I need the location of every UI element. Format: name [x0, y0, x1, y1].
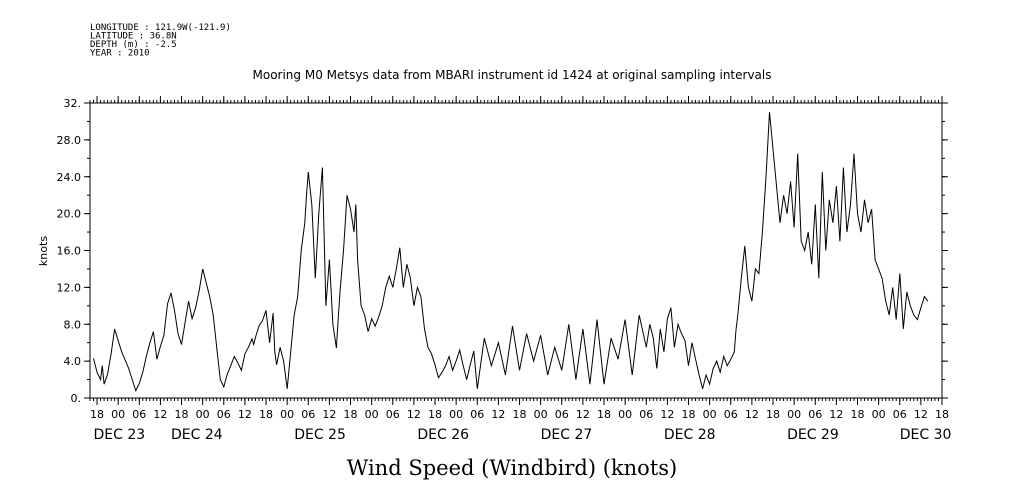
- x-axis-label: Wind Speed (Windbird) (knots): [347, 456, 677, 480]
- x-tick-label: 18: [259, 408, 273, 421]
- x-tick-label: 12: [660, 408, 674, 421]
- date-label: DEC 29: [787, 427, 839, 443]
- date-label: DEC 28: [664, 427, 716, 443]
- x-tick-label: 12: [745, 408, 759, 421]
- x-tick-label: 06: [808, 408, 822, 421]
- x-tick-label: 12: [491, 408, 505, 421]
- x-tick-label: 18: [90, 408, 104, 421]
- y-tick-label: 12.0: [57, 281, 82, 294]
- chart-title: Mooring M0 Metsys data from MBARI instru…: [253, 68, 772, 82]
- series-line-wind-speed: [93, 112, 929, 392]
- y-tick-label: 28.0: [57, 134, 82, 147]
- date-label: DEC 30: [900, 427, 952, 443]
- x-tick-label: 12: [238, 408, 252, 421]
- x-tick-label: 18: [428, 408, 442, 421]
- x-tick-label: 06: [555, 408, 569, 421]
- y-tick-label: 24.0: [57, 171, 82, 184]
- x-tick-label: 18: [175, 408, 189, 421]
- y-tick-label: 8.0: [64, 318, 82, 331]
- header-info: LONGITUDE : 121.9W(-121.9)LATITUDE : 36.…: [90, 23, 231, 59]
- x-tick-label: 06: [893, 408, 907, 421]
- x-tick-label: 00: [196, 408, 210, 421]
- x-tick-label: 00: [618, 408, 632, 421]
- x-tick-label: 12: [322, 408, 336, 421]
- x-tick-label: 06: [470, 408, 484, 421]
- x-axis: 18 00 06 12 18 00 06 12 18 00 06 12 18 00 06 12 18 00 06 12…: [90, 96, 949, 421]
- x-tick-label: 18: [682, 408, 696, 421]
- date-label: DEC 26: [417, 427, 469, 443]
- date-label: DEC 25: [294, 427, 346, 443]
- y-axis: 0. 4.0 8.0 12.0 16.0 20.0 24.0 28.0 32.: [57, 97, 948, 405]
- x-tick-label: 18: [513, 408, 527, 421]
- header-line: YEAR : 2010: [90, 49, 150, 59]
- x-tick-label: 12: [407, 408, 421, 421]
- x-tick-label: 18: [766, 408, 780, 421]
- x-tick-label: 00: [787, 408, 801, 421]
- x-tick-label: 00: [280, 408, 294, 421]
- y-tick-label: 16.0: [57, 245, 82, 258]
- x-tick-label: 06: [217, 408, 231, 421]
- y-tick-label: 32.: [64, 97, 82, 110]
- x-tick-label: 18: [597, 408, 611, 421]
- x-tick-label: 18: [344, 408, 358, 421]
- x-tick-label: 12: [914, 408, 928, 421]
- date-label: DEC 27: [541, 427, 593, 443]
- x-tick-label: 12: [576, 408, 590, 421]
- x-tick-label: 18: [851, 408, 865, 421]
- date-label: DEC 23: [94, 427, 146, 443]
- date-label: DEC 24: [171, 427, 223, 443]
- y-tick-label: 20.0: [57, 208, 82, 221]
- x-tick-label: 06: [301, 408, 315, 421]
- x-tick-label: 12: [153, 408, 167, 421]
- x-tick-label: 00: [111, 408, 125, 421]
- x-tick-label: 18: [935, 408, 949, 421]
- x-tick-label: 06: [132, 408, 146, 421]
- y-tick-label: 4.0: [64, 355, 82, 368]
- x-tick-label: 12: [829, 408, 843, 421]
- x-tick-label: 00: [449, 408, 463, 421]
- x-tick-label: 00: [365, 408, 379, 421]
- x-tick-label: 00: [534, 408, 548, 421]
- minor-ticks: [87, 100, 945, 401]
- x-tick-label: 06: [386, 408, 400, 421]
- header-line: LONGITUDE : 121.9W(-121.9): [90, 23, 231, 33]
- x-tick-label: 00: [703, 408, 717, 421]
- header-line: LATITUDE : 36.8N: [90, 32, 177, 42]
- header-line: DEPTH (m) : -2.5: [90, 40, 177, 50]
- y-tick-label: 0.: [71, 392, 82, 405]
- x-tick-label: 00: [872, 408, 886, 421]
- x-tick-label: 06: [724, 408, 738, 421]
- date-labels: DEC 23 DEC 24 DEC 25 DEC 26 DEC 27 DEC 28 DEC …: [94, 427, 952, 443]
- y-axis-label: knots: [37, 236, 50, 266]
- x-tick-label: 06: [639, 408, 653, 421]
